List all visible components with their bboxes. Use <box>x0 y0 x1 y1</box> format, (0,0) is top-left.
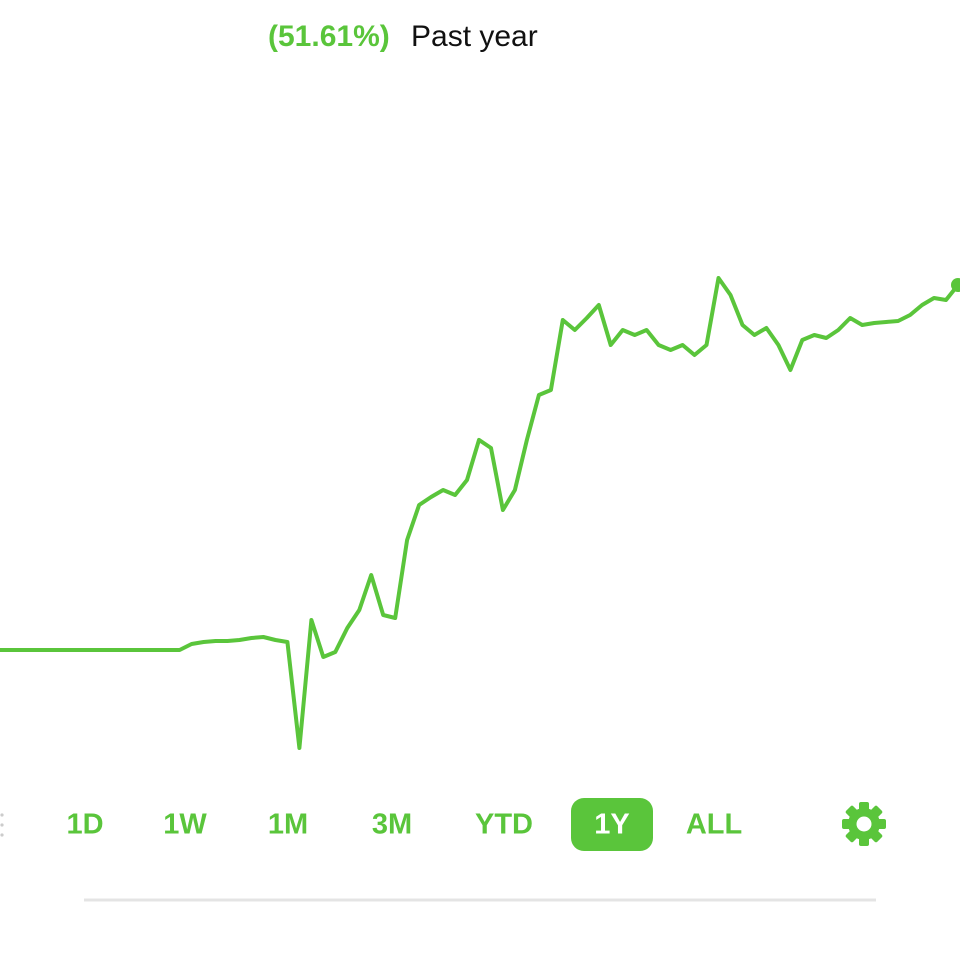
range-label: ALL <box>686 809 742 841</box>
range-label: 1D <box>66 809 103 841</box>
range-button[interactable]: 3M <box>372 809 412 841</box>
dot <box>0 823 4 827</box>
range-label: 1M <box>268 809 308 841</box>
range-label: YTD <box>475 809 533 841</box>
left-dots <box>0 813 4 837</box>
range-label: 1W <box>163 809 207 841</box>
selected-pill <box>571 798 653 851</box>
range-button[interactable]: 1W <box>163 809 207 841</box>
range-button[interactable]: 1D <box>66 809 103 841</box>
range-buttons: 1D 1W 1M 3M YTD 1Y ALL <box>66 798 742 851</box>
dot <box>0 833 4 837</box>
range-button[interactable]: ALL <box>686 809 742 841</box>
gear-hole <box>856 816 872 832</box>
range-button[interactable]: YTD <box>475 809 533 841</box>
range-label: 3M <box>372 809 412 841</box>
range-button[interactable]: 1M <box>268 809 308 841</box>
end-marker <box>951 278 960 292</box>
change-percent: (51.61%) <box>268 20 390 53</box>
price-line <box>0 276 960 750</box>
range-label: 1Y <box>594 809 629 841</box>
dot <box>0 813 4 817</box>
settings-button[interactable] <box>842 802 886 846</box>
period-label: Past year <box>411 20 538 53</box>
range-button[interactable]: 1Y <box>571 798 653 851</box>
